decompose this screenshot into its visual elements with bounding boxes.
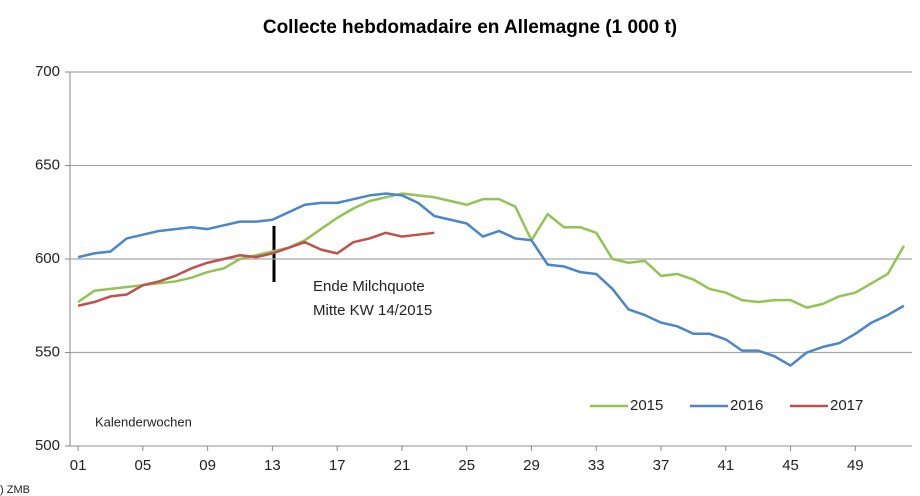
legend-label: 2015 <box>630 397 663 414</box>
x-tick-label: 09 <box>199 457 216 474</box>
x-tick-label: 13 <box>264 457 281 474</box>
y-tick-label: 600 <box>35 250 60 267</box>
y-tick-label: 550 <box>35 343 60 360</box>
x-tick-label: 37 <box>653 457 670 474</box>
x-tick-label: 21 <box>394 457 411 474</box>
annotation: Mitte KW 14/2015 <box>313 302 432 319</box>
annotation: Ende Milchquote <box>313 278 425 295</box>
y-tick-label: 700 <box>35 63 60 80</box>
y-tick-label: 650 <box>35 156 60 173</box>
y-tick-label: 500 <box>35 437 60 454</box>
x-tick-label: 17 <box>329 457 346 474</box>
series-line <box>77 231 435 307</box>
x-tick-label: 49 <box>847 457 864 474</box>
chart-title: Collecte hebdomadaire en Allemagne (1 00… <box>263 17 677 38</box>
x-tick-label: 45 <box>782 457 799 474</box>
x-tick-label: 25 <box>458 457 475 474</box>
series-line <box>77 192 905 367</box>
x-tick-label: 05 <box>135 457 152 474</box>
x-tick-label: 29 <box>523 457 540 474</box>
x-tick-label: 33 <box>588 457 605 474</box>
x-tick-label: 41 <box>717 457 734 474</box>
source: ) ZMB <box>0 484 30 496</box>
series-line <box>77 192 905 309</box>
x-axis-label: Kalenderwochen <box>95 414 192 429</box>
legend-label: 2016 <box>730 397 763 414</box>
x-tick-label: 01 <box>70 457 87 474</box>
legend-label: 2017 <box>830 397 863 414</box>
